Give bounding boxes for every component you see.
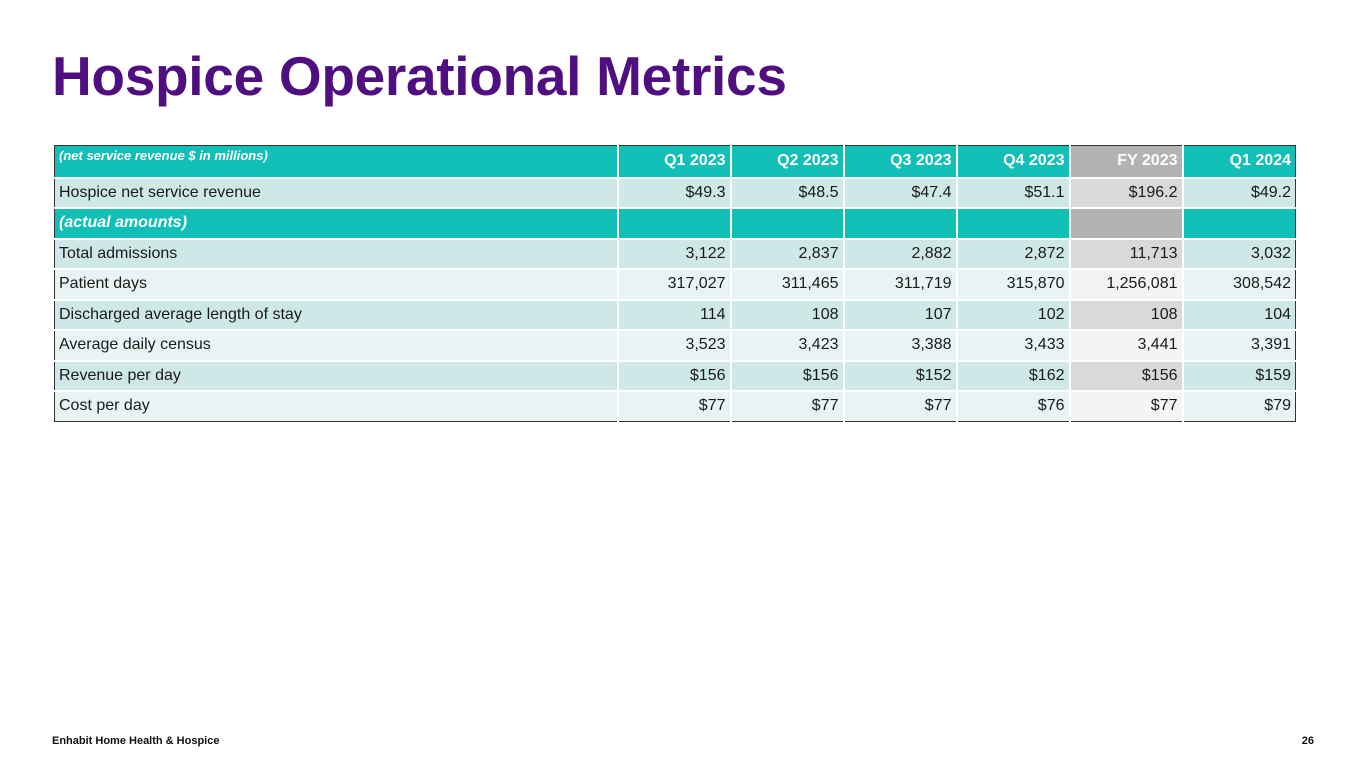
cell-value: 311,465 [729, 268, 845, 301]
cell-value: 11,713 [1068, 237, 1184, 270]
cell-value: 102 [955, 298, 1071, 331]
slide-title: Hospice Operational Metrics [52, 45, 787, 107]
cell-value: 3,032 [1181, 237, 1296, 270]
cell-value: $159 [1181, 359, 1296, 392]
cell-value: 114 [616, 298, 732, 331]
cell-value: 2,837 [729, 237, 845, 270]
row-label: Total admissions [54, 237, 619, 270]
cell-value: $77 [842, 390, 958, 421]
row-label: Cost per day [54, 390, 619, 421]
column-header: Q1 2024 [1181, 145, 1296, 179]
data-row: Discharged average length of stay 114 108 1… [54, 298, 1296, 331]
section-cell [955, 207, 1071, 240]
data-row: Average daily census 3,523 3,423 3,388 3,433… [54, 329, 1296, 362]
cell-value: 3,122 [616, 237, 732, 270]
section-cell [1068, 207, 1184, 240]
cell-value: $47.4 [842, 176, 958, 209]
section-cell [842, 207, 958, 240]
cell-value: $49.3 [616, 176, 732, 209]
cell-value: $156 [1068, 359, 1184, 392]
row-label: Hospice net service revenue [54, 176, 619, 209]
metrics-table: (net service revenue $ in millions) Q1 20… [54, 145, 1296, 422]
cell-value: 317,027 [616, 268, 732, 301]
column-header: Q3 2023 [842, 145, 958, 179]
header-row: (net service revenue $ in millions) Q1 20… [54, 145, 1296, 179]
cell-value: $51.1 [955, 176, 1071, 209]
cell-value: 308,542 [1181, 268, 1296, 301]
data-row: Revenue per day $156 $156 $152 $162 $156 $159 [54, 359, 1296, 392]
section-cell [729, 207, 845, 240]
column-header: Q2 2023 [729, 145, 845, 179]
cell-value: 3,388 [842, 329, 958, 362]
cell-value: 315,870 [955, 268, 1071, 301]
section-row: (actual amounts) [54, 207, 1296, 240]
cell-value: 107 [842, 298, 958, 331]
cell-value: 2,882 [842, 237, 958, 270]
data-row: Cost per day $77 $77 $77 $76 $77 $79 [54, 390, 1296, 421]
cell-value: $77 [616, 390, 732, 421]
cell-value: 108 [729, 298, 845, 331]
cell-value: $77 [729, 390, 845, 421]
column-header: Q4 2023 [955, 145, 1071, 179]
section-cell [1181, 207, 1296, 240]
page-number: 26 [1301, 735, 1314, 747]
cell-value: $77 [1068, 390, 1184, 421]
cell-value: 3,423 [729, 329, 845, 362]
cell-value: 3,391 [1181, 329, 1296, 362]
cell-value: $49.2 [1181, 176, 1296, 209]
table-note: (net service revenue $ in millions) [54, 145, 619, 179]
footer-company: Enhabit Home Health & Hospice [52, 735, 220, 747]
section-cell [616, 207, 732, 240]
row-label: Discharged average length of stay [54, 298, 619, 331]
cell-value: 104 [1181, 298, 1296, 331]
cell-value: 3,441 [1068, 329, 1184, 362]
cell-value: 2,872 [955, 237, 1071, 270]
cell-value: $196.2 [1068, 176, 1184, 209]
cell-value: 3,523 [616, 329, 732, 362]
cell-value: 311,719 [842, 268, 958, 301]
cell-value: $76 [955, 390, 1071, 421]
data-row: Patient days 317,027 311,465 311,719 315,870… [54, 268, 1296, 301]
cell-value: $156 [729, 359, 845, 392]
section-label: (actual amounts) [54, 207, 619, 240]
cell-value: $162 [955, 359, 1071, 392]
column-header: FY 2023 [1068, 145, 1184, 179]
row-label: Patient days [54, 268, 619, 301]
cell-value: 1,256,081 [1068, 268, 1184, 301]
column-header: Q1 2023 [616, 145, 732, 179]
cell-value: 108 [1068, 298, 1184, 331]
data-row: Total admissions 3,122 2,837 2,882 2,872 11,7… [54, 237, 1296, 270]
row-label: Revenue per day [54, 359, 619, 392]
cell-value: $156 [616, 359, 732, 392]
cell-value: 3,433 [955, 329, 1071, 362]
data-row: Hospice net service revenue $49.3 $48.5 $47… [54, 176, 1296, 209]
cell-value: $48.5 [729, 176, 845, 209]
cell-value: $79 [1181, 390, 1296, 421]
row-label: Average daily census [54, 329, 619, 362]
cell-value: $152 [842, 359, 958, 392]
